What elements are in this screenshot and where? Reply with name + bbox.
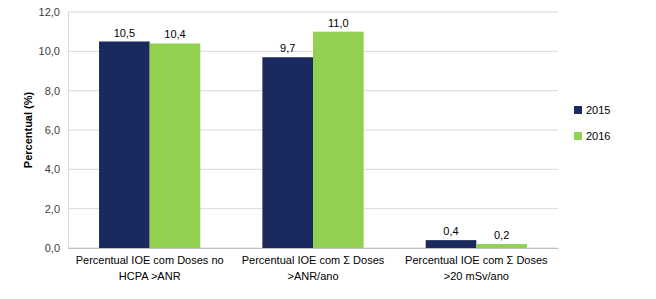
- y-tick: 2,0: [45, 203, 68, 215]
- legend-item: 2015: [574, 104, 610, 116]
- y-tick-label: 10,0: [39, 45, 60, 57]
- bar: [150, 43, 201, 248]
- data-labels: 10,5 9,7 0,4 10,4 11,0 0,2: [114, 17, 510, 241]
- data-label: 9,7: [280, 42, 295, 54]
- x-axis: Percentual IOE com Doses noHCPA >ANR Perc…: [69, 248, 559, 282]
- y-tick: 4,0: [45, 163, 68, 175]
- x-tick-label: Percentual IOE com Σ Doses>ANR/ano: [242, 254, 385, 282]
- plot: 0,0 2,0 4,0 6,0 8,0 10,0 12,0 Percentual IOE co…: [39, 6, 559, 282]
- data-label: 0,2: [494, 229, 509, 241]
- y-tick-label: 2,0: [45, 203, 60, 215]
- x-axis-line: [69, 248, 559, 249]
- y-tick: 8,0: [45, 85, 68, 97]
- chart: 0,0 2,0 4,0 6,0 8,0 10,0 12,0 Percentual IOE co…: [0, 0, 656, 299]
- y-axis-title: Percentual (%): [22, 91, 34, 168]
- bar: [426, 240, 477, 248]
- grid-line: [68, 12, 558, 13]
- legend-swatch: [574, 106, 582, 114]
- bar: [262, 57, 313, 248]
- x-tick: Percentual IOE com Doses noHCPA >ANR: [76, 248, 224, 282]
- legend-swatch: [574, 132, 582, 140]
- y-tick: 6,0: [45, 124, 68, 136]
- data-label: 11,0: [328, 17, 349, 29]
- y-tick: 12,0: [39, 6, 68, 18]
- bar: [99, 42, 150, 249]
- y-tick-label: 0,0: [45, 242, 60, 254]
- y-tick-label: 4,0: [45, 163, 60, 175]
- legend-item: 2016: [574, 130, 610, 142]
- y-tick: 10,0: [39, 45, 68, 57]
- data-label: 10,5: [114, 27, 135, 39]
- y-tick-label: 6,0: [45, 124, 60, 136]
- data-label: 10,4: [164, 28, 185, 40]
- x-tick-label: Percentual IOE com Doses noHCPA >ANR: [76, 254, 224, 282]
- y-tick: 0,0: [45, 242, 68, 254]
- y-tick-label: 12,0: [39, 6, 60, 18]
- y-axis: 0,0 2,0 4,0 6,0 8,0 10,0 12,0: [39, 6, 69, 254]
- x-tick: Percentual IOE com Σ Doses>20 mSv/ano: [405, 248, 548, 282]
- bar: [476, 244, 527, 248]
- y-tick-label: 8,0: [45, 85, 60, 97]
- x-tick: Percentual IOE com Σ Doses>ANR/ano: [242, 248, 385, 282]
- bar: [313, 32, 364, 248]
- legend-label: 2016: [586, 130, 610, 142]
- legend-label: 2015: [586, 104, 610, 116]
- grid: [68, 12, 558, 248]
- bars: [99, 32, 527, 248]
- y-axis-line: [68, 13, 69, 249]
- legend: 2015 2016: [574, 104, 610, 142]
- x-tick-label: Percentual IOE com Σ Doses>20 mSv/ano: [405, 254, 548, 282]
- data-label: 0,4: [443, 225, 458, 237]
